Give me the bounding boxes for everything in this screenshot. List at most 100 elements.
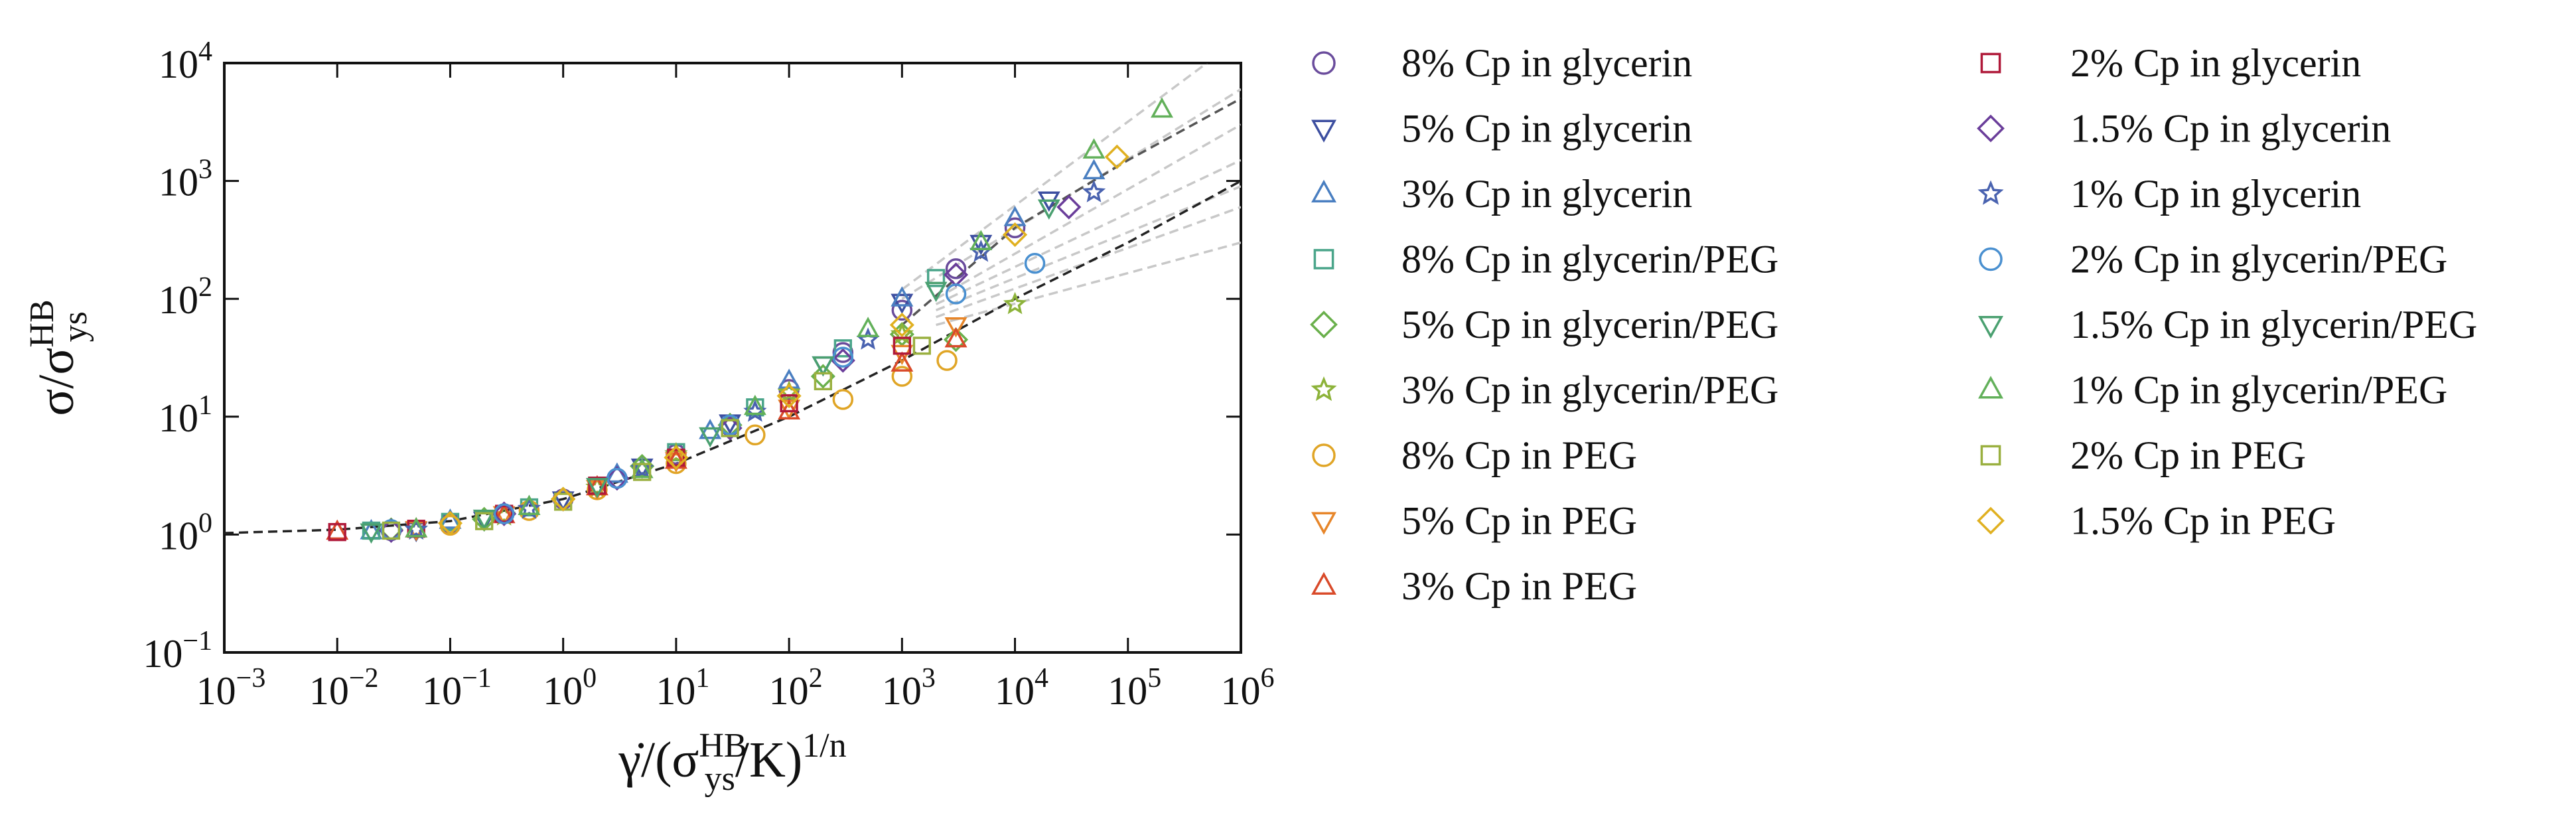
- marker: [664, 452, 687, 473]
- tick-label: 102: [769, 663, 823, 713]
- plot-frame: [223, 62, 1242, 654]
- marker: [1311, 571, 1336, 595]
- marker: [1082, 180, 1106, 202]
- tick-exp: 4: [1035, 663, 1048, 694]
- marker: [833, 339, 852, 358]
- marker: [1980, 52, 2001, 74]
- marker: [889, 313, 914, 338]
- tick-exp: −3: [236, 663, 266, 694]
- legend-label: 1.5% Cp in PEG: [2070, 499, 2336, 543]
- tick-base: 10: [656, 669, 695, 713]
- x-label-sub: ys: [705, 760, 735, 798]
- tick-exp: 6: [1261, 663, 1275, 694]
- legend-label: 2% Cp in PEG: [2070, 433, 2306, 477]
- marker: [667, 448, 685, 467]
- marker: [778, 368, 801, 389]
- tick-exp: 0: [198, 508, 212, 538]
- tick-exp: 3: [922, 663, 936, 694]
- fit-line: [936, 241, 1241, 327]
- y-label-sup: HB: [23, 299, 61, 347]
- marker: [1977, 506, 2005, 535]
- y-label-sub: ys: [56, 311, 94, 342]
- tick-label: 10−2: [309, 663, 379, 713]
- fit-line: [935, 123, 1241, 300]
- tick-exp: −2: [349, 663, 379, 694]
- marker: [814, 372, 833, 390]
- marker: [493, 503, 515, 524]
- marker: [1082, 159, 1106, 180]
- marker: [1151, 97, 1173, 118]
- tick-base: 10: [159, 396, 198, 440]
- fit-line: [935, 159, 1241, 305]
- marker: [1310, 311, 1338, 338]
- tick-label: 104: [159, 37, 212, 86]
- marker: [832, 389, 854, 410]
- marker: [1313, 249, 1334, 269]
- tick-exp: 3: [198, 155, 212, 185]
- marker: [472, 509, 496, 530]
- fit-line: [935, 185, 1241, 312]
- legend-label: 8% Cp in glycerin/PEG: [1401, 238, 1778, 281]
- marker: [1104, 144, 1129, 169]
- marker: [743, 399, 767, 422]
- tick-exp: 1: [695, 663, 709, 694]
- marker: [891, 351, 914, 372]
- fit-line: [901, 97, 1241, 326]
- marker: [830, 348, 855, 373]
- marker: [743, 394, 766, 415]
- tick-label: 103: [882, 663, 936, 713]
- marker: [405, 517, 428, 538]
- marker: [1003, 291, 1027, 315]
- tick-exp: 2: [198, 272, 212, 303]
- marker: [891, 286, 914, 307]
- x-label-exp: 1/n: [802, 727, 846, 765]
- tick-exp: 4: [198, 37, 212, 67]
- marker: [1980, 445, 2001, 466]
- x-axis-label: γ̇/(σHB ys/K)1/n: [618, 727, 846, 798]
- tick-base: 10: [769, 669, 809, 713]
- marker: [518, 494, 541, 516]
- tick-label: 104: [995, 663, 1048, 713]
- tick-base: 10: [1221, 669, 1261, 713]
- legend-label: 5% Cp in glycerin/PEG: [1401, 303, 1778, 346]
- marker: [745, 424, 766, 446]
- tick-exp: 0: [583, 663, 597, 694]
- marker: [777, 380, 801, 403]
- marker: [551, 487, 576, 512]
- tick-label: 105: [1108, 663, 1161, 713]
- tick-label: 103: [159, 155, 212, 204]
- marker: [360, 523, 383, 544]
- marker: [719, 414, 741, 436]
- tick-exp: −1: [462, 663, 492, 694]
- marker: [1977, 114, 2005, 143]
- marker: [382, 521, 401, 540]
- plot-area: [224, 63, 1241, 544]
- tick-base: 10: [159, 161, 198, 204]
- marker: [664, 445, 689, 470]
- tick-label: 101: [656, 663, 709, 713]
- marker: [1977, 180, 2004, 205]
- legend-label: 3% Cp in glycerin: [1401, 172, 1692, 216]
- tick-label: 100: [543, 663, 597, 713]
- marker: [1311, 119, 1336, 143]
- x-label-sup: HB: [699, 727, 747, 765]
- y-axis-label: σ/σHBys: [23, 299, 94, 415]
- marker: [585, 478, 608, 498]
- marker: [832, 342, 854, 363]
- tick-exp: 1: [198, 390, 212, 421]
- y-label-main: σ/σ: [29, 348, 84, 416]
- marker: [1002, 222, 1028, 248]
- tick-label: 102: [159, 272, 212, 322]
- tick-base: 10: [159, 42, 198, 86]
- marker: [857, 317, 880, 337]
- marker: [1311, 376, 1337, 402]
- tick-exp: −1: [182, 626, 212, 656]
- marker: [439, 508, 462, 529]
- marker: [912, 337, 931, 355]
- legend-label: 1.5% Cp in glycerin: [2070, 107, 2391, 151]
- tick-base: 10: [309, 669, 349, 713]
- marker: [605, 466, 630, 491]
- marker: [1082, 138, 1106, 159]
- marker: [943, 327, 969, 352]
- marker: [664, 441, 688, 465]
